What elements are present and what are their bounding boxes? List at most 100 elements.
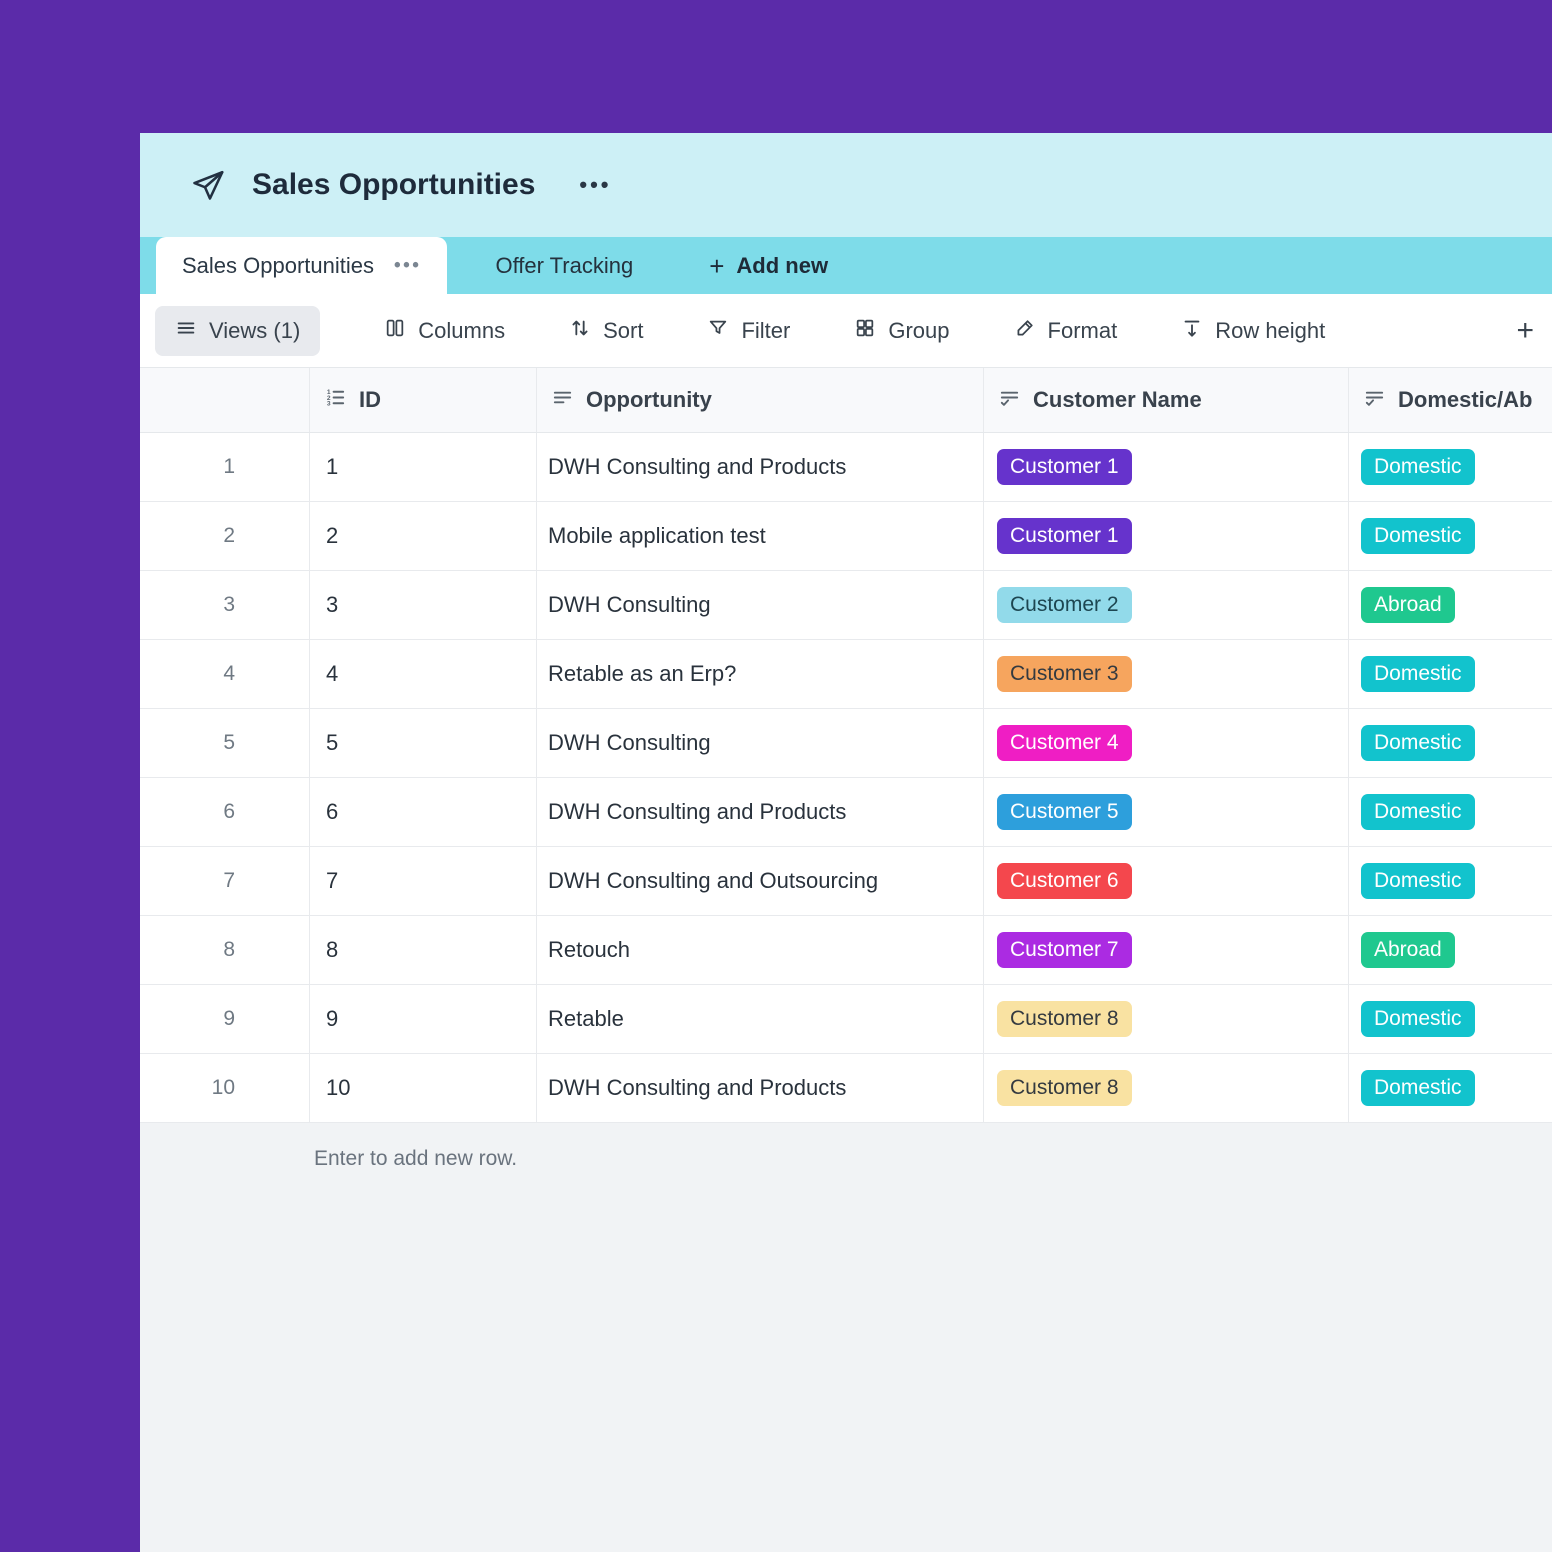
cell-id[interactable]: 7 [310, 847, 537, 915]
cell-opportunity[interactable]: Mobile application test [537, 502, 984, 570]
tab-sales-opportunities[interactable]: Sales Opportunities ••• [156, 237, 448, 294]
row-number[interactable]: 5 [140, 709, 310, 777]
customer-badge[interactable]: Customer 1 [997, 448, 1132, 486]
cell-domestic-abroad[interactable]: Domestic [1349, 847, 1552, 915]
cell-id[interactable]: 4 [310, 640, 537, 708]
columns-button[interactable]: Columns [384, 317, 505, 345]
add-row-area[interactable]: Enter to add new row. [140, 1123, 1552, 1552]
region-badge[interactable]: Domestic [1361, 793, 1475, 831]
cell-id[interactable]: 2 [310, 502, 537, 570]
column-header-opportunity[interactable]: Opportunity [537, 368, 984, 432]
cell-id[interactable]: 10 [310, 1054, 537, 1122]
page-title: Sales Opportunities [252, 168, 536, 201]
filter-button[interactable]: Filter [707, 317, 790, 345]
cell-opportunity[interactable]: DWH Consulting and Products [537, 433, 984, 501]
region-badge[interactable]: Domestic [1361, 1000, 1475, 1038]
cell-customer-name[interactable]: Customer 1 [984, 433, 1349, 501]
cell-opportunity[interactable]: DWH Consulting [537, 709, 984, 777]
tab-offer-tracking[interactable]: Offer Tracking [469, 237, 659, 294]
row-number[interactable]: 4 [140, 640, 310, 708]
region-badge[interactable]: Domestic [1361, 862, 1475, 900]
cell-domestic-abroad[interactable]: Domestic [1349, 433, 1552, 501]
cell-customer-name[interactable]: Customer 7 [984, 916, 1349, 984]
sort-button[interactable]: Sort [569, 317, 643, 345]
format-button[interactable]: Format [1014, 317, 1118, 345]
table-row: 10 10 DWH Consulting and Products Custom… [140, 1054, 1552, 1123]
column-label: Customer Name [1033, 387, 1202, 412]
cell-domestic-abroad[interactable]: Abroad [1349, 916, 1552, 984]
table-row: 1 1 DWH Consulting and Products Customer… [140, 433, 1552, 502]
cell-opportunity[interactable]: Retable [537, 985, 984, 1053]
row-number[interactable]: 3 [140, 571, 310, 639]
group-button[interactable]: Group [854, 317, 950, 345]
customer-badge[interactable]: Customer 8 [997, 1069, 1132, 1107]
cell-opportunity[interactable]: DWH Consulting and Products [537, 1054, 984, 1122]
region-badge[interactable]: Domestic [1361, 724, 1475, 762]
filter-label: Filter [741, 317, 791, 343]
app-window: Sales Opportunities ••• Sales Opportunit… [140, 133, 1552, 1552]
cell-id[interactable]: 3 [310, 571, 537, 639]
plus-icon: + [709, 250, 725, 281]
cell-customer-name[interactable]: Customer 8 [984, 1054, 1349, 1122]
cell-domestic-abroad[interactable]: Domestic [1349, 1054, 1552, 1122]
cell-domestic-abroad[interactable]: Domestic [1349, 778, 1552, 846]
region-badge[interactable]: Domestic [1361, 655, 1475, 693]
region-badge[interactable]: Domestic [1361, 517, 1475, 555]
cell-opportunity[interactable]: Retable as an Erp? [537, 640, 984, 708]
add-column-button[interactable]: + [1516, 313, 1534, 347]
title-menu-button[interactable]: ••• [579, 172, 612, 197]
views-button[interactable]: Views (1) [155, 305, 321, 356]
column-header-domestic-abroad[interactable]: Domestic/Ab [1349, 368, 1552, 432]
add-new-tab-button[interactable]: + Add new [709, 237, 828, 294]
cell-customer-name[interactable]: Customer 1 [984, 502, 1349, 570]
column-header-customer-name[interactable]: Customer Name [984, 368, 1349, 432]
customer-badge[interactable]: Customer 3 [997, 655, 1132, 693]
cell-domestic-abroad[interactable]: Domestic [1349, 709, 1552, 777]
row-number[interactable]: 1 [140, 433, 310, 501]
cell-opportunity[interactable]: Retouch [537, 916, 984, 984]
cell-customer-name[interactable]: Customer 8 [984, 985, 1349, 1053]
list-check-icon [998, 386, 1021, 415]
cell-opportunity[interactable]: DWH Consulting and Outsourcing [537, 847, 984, 915]
cell-customer-name[interactable]: Customer 2 [984, 571, 1349, 639]
cell-customer-name[interactable]: Customer 4 [984, 709, 1349, 777]
row-number[interactable]: 7 [140, 847, 310, 915]
cell-opportunity[interactable]: DWH Consulting and Products [537, 778, 984, 846]
cell-customer-name[interactable]: Customer 5 [984, 778, 1349, 846]
row-number[interactable]: 6 [140, 778, 310, 846]
cell-opportunity[interactable]: DWH Consulting [537, 571, 984, 639]
cell-id[interactable]: 5 [310, 709, 537, 777]
tab-bar: Sales Opportunities ••• Offer Tracking +… [140, 237, 1552, 294]
tab-menu-icon[interactable]: ••• [394, 254, 422, 276]
customer-badge[interactable]: Customer 7 [997, 931, 1132, 969]
region-badge[interactable]: Domestic [1361, 1069, 1475, 1107]
cell-id[interactable]: 9 [310, 985, 537, 1053]
cell-id[interactable]: 1 [310, 433, 537, 501]
sort-icon [569, 317, 591, 345]
cell-domestic-abroad[interactable]: Domestic [1349, 985, 1552, 1053]
row-number[interactable]: 8 [140, 916, 310, 984]
format-label: Format [1047, 317, 1118, 343]
svg-text:3: 3 [327, 400, 331, 407]
row-number[interactable]: 2 [140, 502, 310, 570]
cell-domestic-abroad[interactable]: Domestic [1349, 640, 1552, 708]
customer-badge[interactable]: Customer 5 [997, 793, 1132, 831]
customer-badge[interactable]: Customer 4 [997, 724, 1132, 762]
row-height-button[interactable]: Row height [1181, 317, 1325, 345]
region-badge[interactable]: Abroad [1361, 931, 1455, 969]
region-badge[interactable]: Domestic [1361, 448, 1475, 486]
cell-domestic-abroad[interactable]: Domestic [1349, 502, 1552, 570]
row-number[interactable]: 10 [140, 1054, 310, 1122]
cell-id[interactable]: 8 [310, 916, 537, 984]
cell-customer-name[interactable]: Customer 6 [984, 847, 1349, 915]
cell-id[interactable]: 6 [310, 778, 537, 846]
customer-badge[interactable]: Customer 2 [997, 586, 1132, 624]
cell-domestic-abroad[interactable]: Abroad [1349, 571, 1552, 639]
cell-customer-name[interactable]: Customer 3 [984, 640, 1349, 708]
row-number[interactable]: 9 [140, 985, 310, 1053]
customer-badge[interactable]: Customer 1 [997, 517, 1132, 555]
customer-badge[interactable]: Customer 6 [997, 862, 1132, 900]
customer-badge[interactable]: Customer 8 [997, 1000, 1132, 1038]
region-badge[interactable]: Abroad [1361, 586, 1455, 624]
